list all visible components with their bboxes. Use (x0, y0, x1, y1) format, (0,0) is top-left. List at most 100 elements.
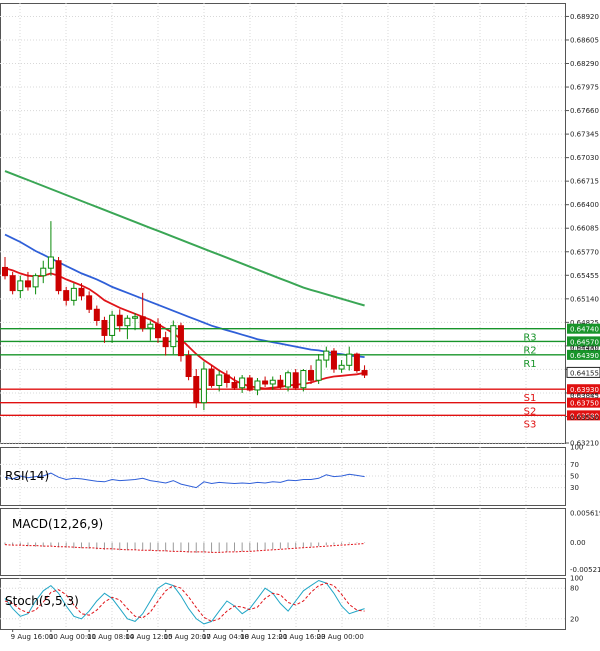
level-label-s1: S1 (524, 393, 537, 404)
stoch-title: Stoch(5,5,3) (5, 594, 79, 608)
sma-mid-line (4, 233, 365, 358)
rsi-tick-label: 100 (570, 444, 583, 452)
level-label-s2: S2 (524, 407, 537, 418)
price-axis: 0.68920 0.68605 0.68290 0.67975 0.67660 0.673… (566, 13, 600, 623)
candle-body (254, 380, 261, 391)
candle (231, 376, 238, 390)
panel-frame-main (0, 3, 566, 444)
candle (315, 354, 322, 384)
candle (177, 322, 184, 362)
price-tick-label: 0.67030 (570, 154, 599, 162)
level-label-r1: R1 (523, 359, 536, 370)
extra-price-label: 0.64480 (570, 345, 599, 353)
candle-body (353, 353, 360, 372)
candle-body (330, 350, 337, 370)
candle (86, 291, 93, 314)
extra-price-label: 0.63550 (570, 414, 599, 422)
candle-body (269, 379, 276, 385)
candle-body (78, 287, 85, 297)
current-price-tag (566, 366, 600, 378)
macd-tick-label: 0.005619 (570, 510, 600, 518)
candle-body (63, 290, 70, 301)
time-tick-label: 18 Aug 12:00 (240, 633, 287, 641)
candle-body (47, 256, 54, 269)
candle (47, 221, 54, 276)
candle (254, 378, 261, 396)
rsi-title: RSI(14) (5, 469, 49, 483)
candle-body (116, 314, 123, 327)
candle (116, 309, 123, 332)
candle-body (223, 374, 230, 383)
price-tick-label: 0.65140 (570, 295, 599, 303)
candle-body (315, 359, 322, 381)
candle-body (17, 280, 24, 292)
candle-body (86, 295, 93, 310)
candle-body (2, 266, 8, 277)
candle (40, 260, 47, 284)
stoch-tick-label: 80 (570, 585, 579, 593)
level-price-tag-r3 (567, 323, 600, 334)
price-tick-label: 0.66085 (570, 225, 599, 233)
level-price-text-s2: 0.63750 (570, 400, 599, 408)
candle-body (246, 377, 253, 391)
candle-body (170, 325, 177, 348)
level-price-text-s1: 0.63930 (570, 386, 599, 394)
price-tick-label: 0.66400 (570, 201, 599, 209)
candle-body (292, 372, 299, 389)
price-tick-label: 0.68290 (570, 60, 599, 68)
panel-frame-stoch (0, 578, 566, 630)
level-price-tag-s2 (567, 397, 600, 408)
candle-body (109, 314, 116, 336)
sma-slow-line (4, 170, 365, 307)
candle (269, 376, 276, 390)
candle (308, 365, 314, 384)
time-tick-label: 11 Aug 08:00 (87, 633, 134, 641)
level-price-tag-s3 (567, 410, 600, 421)
candle (78, 283, 85, 301)
candle (285, 370, 292, 392)
price-tick-label: 0.64825 (570, 319, 599, 327)
candle-body (239, 377, 246, 389)
candle (193, 369, 200, 408)
time-tick-label: 14 Aug 12:00 (125, 633, 172, 641)
candle-body (93, 308, 100, 321)
rsi-line (4, 472, 365, 489)
macd-tick-label: -0.005216 (570, 566, 600, 574)
candle (361, 365, 368, 379)
candle (9, 271, 16, 295)
candle (101, 316, 108, 343)
price-tick-label: 0.67660 (570, 107, 599, 115)
candles (2, 221, 368, 411)
candle-body (124, 317, 131, 327)
candle (200, 361, 207, 411)
candle (353, 352, 360, 373)
candle (346, 346, 353, 371)
candle (2, 256, 8, 280)
macd-title: MACD(12,26,9) (12, 517, 103, 531)
candle-body (40, 267, 47, 277)
time-tick-label: 23 Aug 00:00 (317, 633, 364, 641)
level-price-tag-r1 (567, 349, 600, 360)
candle-body (346, 353, 353, 366)
candle-body (101, 319, 108, 336)
level-price-tag-r2 (567, 336, 600, 347)
candle-body (132, 316, 139, 319)
rsi-tick-label: 30 (570, 484, 579, 492)
candle (162, 331, 169, 356)
candle-body (338, 364, 345, 370)
rsi-tick-label: 50 (570, 473, 579, 481)
level-price-text-r2: 0.64570 (570, 338, 599, 346)
price-tick-label: 0.68920 (570, 13, 599, 21)
current-price-text: 0.64155 (570, 369, 599, 377)
candle-body (185, 355, 192, 378)
candle-body (231, 381, 238, 389)
candle (155, 318, 161, 343)
candle-body (9, 275, 16, 292)
candle-body (139, 316, 146, 329)
candle (70, 283, 77, 306)
candle (132, 313, 139, 331)
